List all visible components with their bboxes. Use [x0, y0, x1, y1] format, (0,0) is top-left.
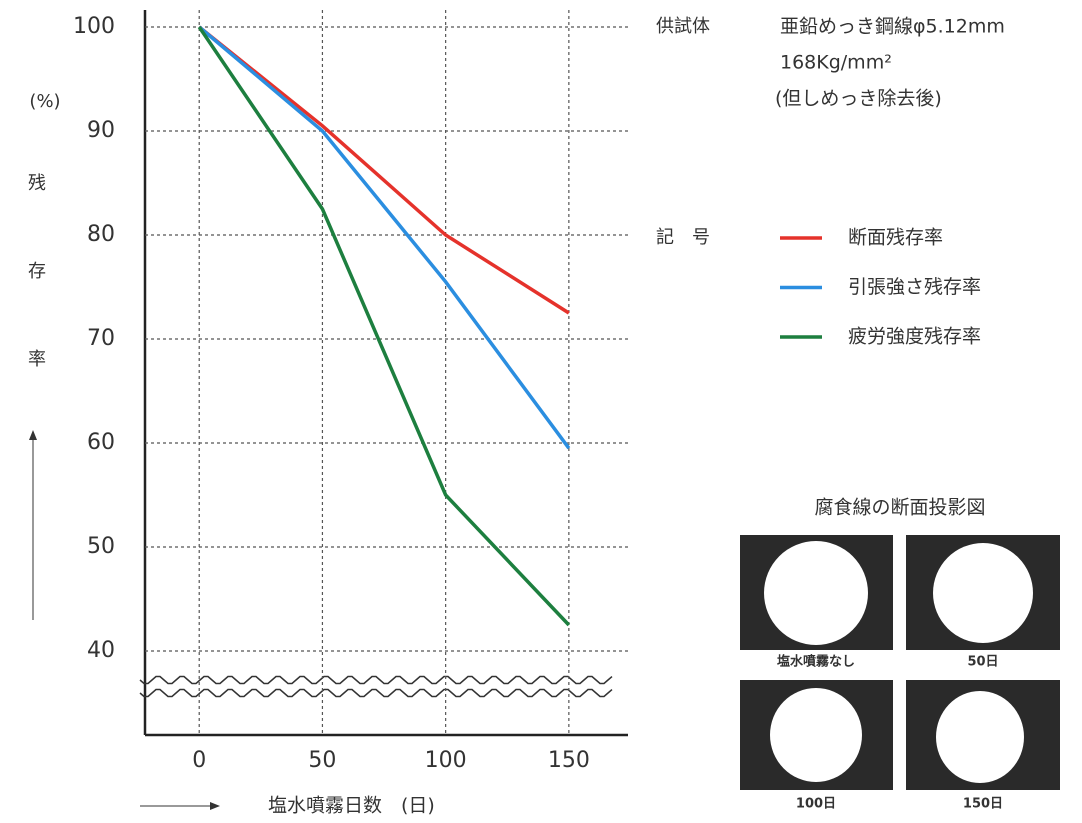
- y-tick-label: 80: [87, 222, 115, 247]
- x-tick-label: 50: [308, 748, 336, 773]
- data-line: [199, 27, 569, 625]
- y-tick-label: 100: [73, 14, 115, 39]
- y-label-unit: (%): [29, 91, 60, 112]
- x-tick-label: 100: [425, 748, 467, 773]
- axis-break: [140, 677, 612, 697]
- inset-caption: 50日: [967, 655, 998, 670]
- legend-label: 断面残存率: [848, 227, 943, 249]
- x-arrow-head: [210, 802, 220, 810]
- specimen-text: (但しめっき除去後): [775, 88, 942, 110]
- cross-section: [933, 543, 1033, 643]
- inset-caption: 150日: [963, 797, 1003, 812]
- cross-section: [770, 688, 862, 782]
- legend-title: 記 号: [656, 227, 710, 248]
- legend-label: 疲労強度残存率: [848, 326, 981, 348]
- y-tick-label: 50: [87, 534, 115, 559]
- inset-title: 腐食線の断面投影図: [814, 497, 985, 519]
- y-tick-label: 40: [87, 638, 115, 663]
- y-label: 残存率: [25, 173, 46, 437]
- y-tick-label: 60: [87, 430, 115, 455]
- chart: (%) 残存率 塩水噴霧日数 (日) 供試体 亜鉛めっき鋼線φ5.12mm 16…: [0, 0, 1082, 819]
- x-tick-label: 150: [548, 748, 590, 773]
- inset-caption: 100日: [796, 797, 836, 812]
- data-line: [199, 27, 569, 448]
- specimen-label: 供試体: [656, 16, 710, 37]
- y-tick-label: 90: [87, 118, 115, 143]
- cross-section: [764, 541, 868, 645]
- y-tick-label: 70: [87, 326, 115, 351]
- x-tick-label: 0: [192, 748, 206, 773]
- data-line: [199, 27, 569, 313]
- specimen-text: 亜鉛めっき鋼線φ5.12mm: [780, 16, 1005, 38]
- inset-caption: 塩水噴霧なし: [777, 654, 855, 670]
- specimen-text: 168Kg/mm²: [780, 52, 892, 74]
- cross-section: [936, 691, 1024, 783]
- x-label: 塩水噴霧日数 (日): [268, 795, 435, 817]
- legend-label: 引張強さ残存率: [848, 276, 981, 298]
